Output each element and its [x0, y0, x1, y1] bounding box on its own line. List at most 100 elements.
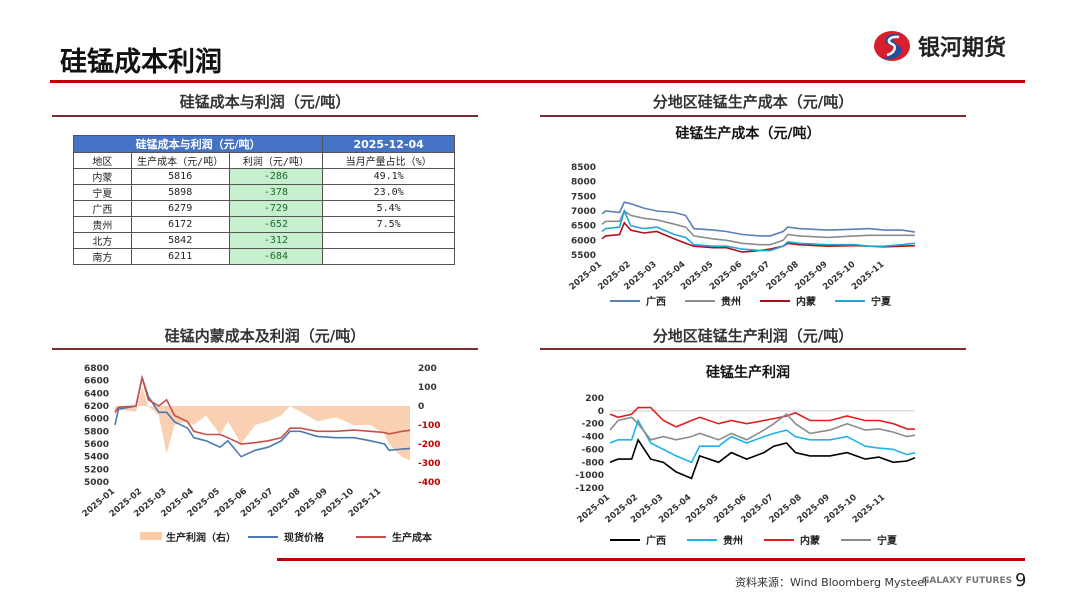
legend-swatch: [140, 532, 162, 540]
legend-label: 广西: [646, 295, 666, 308]
legend-label: 宁夏: [877, 534, 898, 547]
profit-by-region-chart: 硅锰生产利润-1200-1000-800-600-400-20002002025…: [575, 364, 916, 547]
y-tick-label: 5000: [84, 478, 109, 488]
legend-label: 贵州: [721, 295, 741, 308]
column-header: 当月产量占比（%）: [322, 152, 455, 169]
y2-tick-label: -200: [418, 440, 441, 450]
footer-divider: [277, 558, 1025, 561]
table-title: 硅锰成本与利润（元/吨）: [72, 135, 324, 153]
y-tick-label: 6800: [84, 364, 109, 374]
y-tick-label: -800: [581, 458, 604, 468]
legend-label: 内蒙: [796, 295, 816, 308]
y-tick-label: 5800: [84, 427, 109, 437]
y2-tick-label: 0: [418, 402, 424, 412]
neimeng-cost-profit-chart: 5000 5200 5400 5600 5800 6000 6200 6400 6600 6800…: [81, 364, 441, 544]
y-tick-label: -600: [581, 445, 604, 455]
table-cell: -312: [228, 232, 324, 249]
table-cell: 49.1%: [322, 168, 455, 185]
legend-label: 内蒙: [800, 534, 820, 547]
table-cell: 北方: [73, 232, 132, 249]
logo-text: 银河期货: [918, 36, 1007, 61]
table-cell: 5842: [130, 232, 230, 249]
legend-label: 贵州: [723, 534, 743, 547]
y-tick-label: 6000: [571, 236, 596, 246]
x-tick-label: 2025-11: [850, 260, 886, 293]
y-tick-label: 7500: [571, 192, 596, 202]
table-header-row: 地区 生产成本（元/吨） 利润（元/吨） 当月产量占比（%）: [73, 152, 455, 169]
y-tick-label: 7000: [571, 207, 596, 217]
table-cell: 广西: [73, 200, 132, 217]
series-line-0: [601, 201, 916, 237]
table-row: 内蒙 5816 -286 49.1%: [73, 168, 455, 185]
table-cell: 6172: [130, 216, 230, 233]
chart-title: 硅锰生产成本（元/吨）: [675, 125, 820, 142]
y2-tick-label: -100: [418, 421, 441, 431]
y-tick-label: -200: [581, 420, 604, 430]
section-title-profit: 分地区硅锰生产利润（元/吨）: [652, 327, 854, 345]
y2-tick-label: -400: [418, 478, 441, 488]
legend-label: 宁夏: [871, 295, 892, 308]
series-line-1: [609, 418, 916, 464]
legend-label: 生产利润（右）: [166, 531, 236, 544]
cost-profit-table: 硅锰成本与利润（元/吨） 2025-12-04 地区 生产成本（元/吨） 利润（元/吨…: [72, 135, 455, 265]
title-divider: [50, 80, 1025, 83]
y-tick-label: 5500: [571, 251, 596, 261]
y-tick-label: -1000: [575, 471, 604, 481]
section-divider: [540, 115, 966, 117]
table-cell: 内蒙: [73, 168, 132, 185]
y-tick-label: 6400: [84, 389, 109, 399]
column-header: 利润（元/吨）: [228, 152, 324, 169]
table-cell: -684: [228, 248, 324, 265]
column-header: 地区: [73, 152, 132, 169]
y-tick-label: -1200: [575, 484, 604, 494]
table-cell: -652: [228, 216, 324, 233]
table-cell: -378: [228, 184, 324, 201]
cost-by-region-chart: 硅锰生产成本（元/吨） 5500 6000 6500 7000 7500 8000 8500 2…: [568, 125, 916, 308]
logo: 银河期货: [872, 26, 1032, 66]
section-title-table: 硅锰成本与利润（元/吨）: [179, 93, 351, 111]
column-header: 生产成本（元/吨）: [130, 152, 230, 169]
series-line-2: [114, 377, 411, 445]
table-date: 2025-12-04: [322, 135, 455, 153]
table-row: 宁夏 5898 -378 23.0%: [73, 184, 455, 201]
legend-label: 现货价格: [284, 531, 325, 544]
brand-text: GALAXY FUTURES: [922, 576, 1013, 586]
table-cell: 5816: [130, 168, 230, 185]
table-row: 贵州 6172 -652 7.5%: [73, 216, 455, 233]
table-row: 南方 6211 -684: [73, 248, 455, 265]
table-cell: 5.4%: [322, 200, 455, 217]
legend-label: 生产成本: [392, 531, 433, 544]
page-number: 9: [1015, 570, 1027, 591]
y-tick-label: 200: [585, 394, 604, 404]
table-cell: [322, 232, 455, 249]
table-cell: 南方: [73, 248, 132, 265]
y2-tick-label: 100: [418, 383, 437, 393]
y-tick-label: 8500: [571, 163, 596, 173]
table-cell: 6211: [130, 248, 230, 265]
table-cell: 23.0%: [322, 184, 455, 201]
y-tick-label: 6000: [84, 415, 109, 425]
series-line-3: [601, 208, 916, 252]
series-line-2: [601, 221, 916, 253]
section-title-cost: 分地区硅锰生产成本（元/吨）: [652, 93, 854, 111]
y2-tick-label: 200: [418, 364, 437, 374]
y-tick-label: -400: [581, 433, 604, 443]
y2-tick-label: -300: [418, 459, 441, 469]
series-area-0: [115, 387, 410, 461]
legend-label: 广西: [646, 534, 666, 547]
series-line-0: [609, 437, 916, 480]
y-tick-label: 8000: [571, 178, 596, 188]
table-row: 广西 6279 -729 5.4%: [73, 200, 455, 217]
table-cell: [322, 248, 455, 265]
series-line-1: [601, 209, 915, 246]
y-tick-label: 6500: [571, 222, 596, 232]
table-cell: 5898: [130, 184, 230, 201]
table-cell: 贵州: [73, 216, 132, 233]
section-divider: [52, 115, 478, 117]
table-row: 北方 5842 -312: [73, 232, 455, 249]
section-divider: [52, 348, 478, 350]
section-title-neimeng: 硅锰内蒙成本及利润（元/吨）: [164, 327, 366, 345]
series-line-2: [609, 406, 916, 430]
chart-title: 硅锰生产利润: [706, 364, 790, 381]
page-title: 硅锰成本利润: [60, 47, 222, 78]
